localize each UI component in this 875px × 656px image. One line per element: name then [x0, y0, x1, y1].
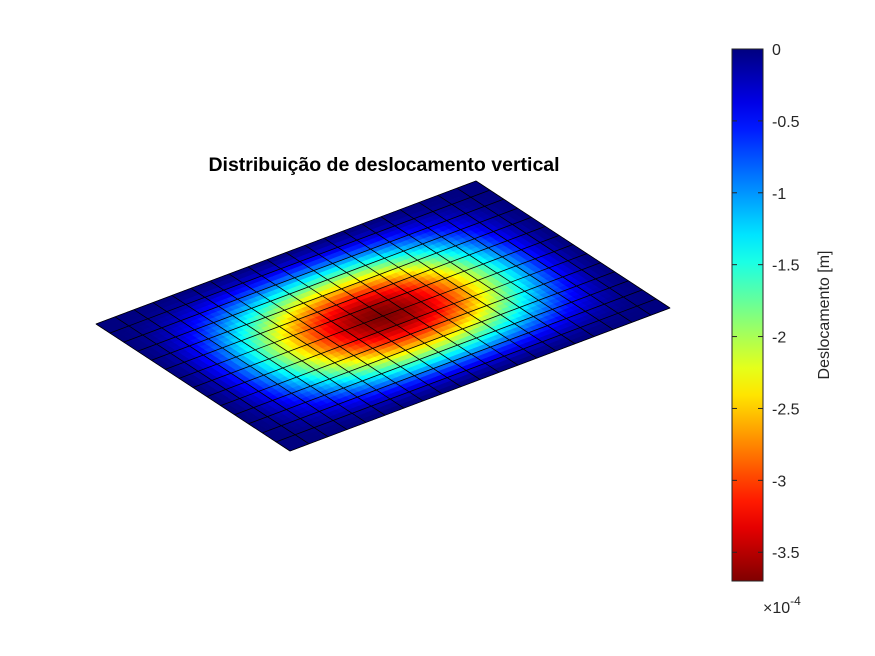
surface-plot	[95, 180, 671, 452]
mesh-line-v	[206, 253, 587, 397]
colorbar-tick-label: 0	[772, 42, 781, 59]
mesh-line-v	[151, 216, 532, 361]
colorbar-tick-label: -1.5	[772, 258, 800, 275]
exponent-base: ×10	[763, 600, 790, 617]
colorbar-tick-label: -2.5	[772, 401, 800, 418]
colorbar-tick-label: -3.5	[772, 545, 800, 562]
chart-title: Distribuição de deslocamento vertical	[208, 154, 559, 176]
mesh-line-v	[276, 298, 657, 443]
colorbar-tick-label: -0.5	[772, 114, 800, 131]
colorbar-frame	[731, 48, 764, 582]
exponent-power: -4	[790, 594, 801, 608]
mesh-line-v	[95, 180, 477, 325]
colorbar-gradient	[732, 49, 763, 581]
mesh-line-v	[289, 307, 671, 452]
mesh-line-v	[262, 289, 643, 434]
colorbar-exponent: ×10-4	[763, 594, 801, 617]
colorbar: 0 -0.5 -1 -1.5 -2 -2.5 -3 -3.5 Deslocamento [m]…	[731, 42, 833, 617]
mesh-line-v	[179, 235, 560, 379]
colorbar-label: Deslocamento [m]	[816, 251, 833, 380]
colorbar-ticks: 0 -0.5 -1 -1.5 -2 -2.5 -3 -3.5	[732, 42, 800, 562]
mesh-line-v	[248, 280, 629, 425]
mesh-line-v	[220, 262, 601, 407]
mesh-line-v	[192, 244, 574, 388]
colorbar-tick-label: -1	[772, 186, 786, 203]
colorbar-tick-label: -3	[772, 473, 786, 490]
mesh-line-v	[165, 225, 546, 370]
mesh-line-v	[234, 271, 615, 416]
mesh-line-v	[109, 189, 490, 334]
mesh-line-v	[137, 207, 518, 352]
mesh-line-v	[123, 198, 504, 343]
colorbar-tick-label: -2	[772, 330, 786, 347]
